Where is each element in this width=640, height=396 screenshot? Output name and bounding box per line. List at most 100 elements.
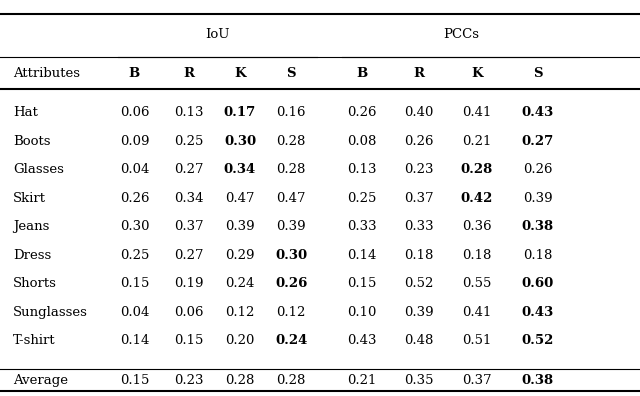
Text: Average: Average [13, 375, 68, 387]
Text: 0.42: 0.42 [461, 192, 493, 205]
Text: Sunglasses: Sunglasses [13, 306, 88, 319]
Text: 0.27: 0.27 [522, 135, 554, 148]
Text: 0.27: 0.27 [174, 249, 204, 262]
Text: 0.39: 0.39 [225, 221, 255, 233]
Text: 0.30: 0.30 [224, 135, 256, 148]
Text: Hat: Hat [13, 107, 38, 119]
Text: 0.26: 0.26 [275, 278, 307, 290]
Text: Boots: Boots [13, 135, 51, 148]
Text: 0.15: 0.15 [120, 278, 149, 290]
Text: T-shirt: T-shirt [13, 335, 56, 347]
Text: 0.06: 0.06 [174, 306, 204, 319]
Text: 0.28: 0.28 [225, 375, 255, 387]
Text: 0.20: 0.20 [225, 335, 255, 347]
Text: B: B [129, 67, 140, 80]
Text: 0.39: 0.39 [276, 221, 306, 233]
Text: 0.28: 0.28 [276, 164, 306, 176]
Text: 0.26: 0.26 [347, 107, 376, 119]
Text: 0.12: 0.12 [225, 306, 255, 319]
Text: 0.43: 0.43 [347, 335, 376, 347]
Text: 0.09: 0.09 [120, 135, 149, 148]
Text: K: K [471, 67, 483, 80]
Text: 0.37: 0.37 [174, 221, 204, 233]
Text: K: K [234, 67, 246, 80]
Text: 0.41: 0.41 [462, 306, 492, 319]
Text: 0.14: 0.14 [347, 249, 376, 262]
Text: 0.06: 0.06 [120, 107, 149, 119]
Text: Shorts: Shorts [13, 278, 57, 290]
Text: 0.25: 0.25 [174, 135, 204, 148]
Text: PCCs: PCCs [443, 29, 479, 41]
Text: 0.17: 0.17 [224, 107, 256, 119]
Text: Attributes: Attributes [13, 67, 80, 80]
Text: S: S [533, 67, 542, 80]
Text: 0.29: 0.29 [225, 249, 255, 262]
Text: 0.52: 0.52 [404, 278, 434, 290]
Text: 0.33: 0.33 [347, 221, 376, 233]
Text: 0.34: 0.34 [174, 192, 204, 205]
Text: 0.28: 0.28 [276, 135, 306, 148]
Text: 0.28: 0.28 [461, 164, 493, 176]
Text: 0.23: 0.23 [174, 375, 204, 387]
Text: Dress: Dress [13, 249, 51, 262]
Text: 0.26: 0.26 [404, 135, 434, 148]
Text: 0.43: 0.43 [522, 107, 554, 119]
Text: 0.16: 0.16 [276, 107, 306, 119]
Text: 0.35: 0.35 [404, 375, 434, 387]
Text: 0.13: 0.13 [347, 164, 376, 176]
Text: 0.10: 0.10 [347, 306, 376, 319]
Text: 0.51: 0.51 [462, 335, 492, 347]
Text: B: B [356, 67, 367, 80]
Text: 0.18: 0.18 [404, 249, 434, 262]
Text: 0.30: 0.30 [275, 249, 307, 262]
Text: 0.13: 0.13 [174, 107, 204, 119]
Text: 0.18: 0.18 [523, 249, 552, 262]
Text: 0.41: 0.41 [462, 107, 492, 119]
Text: 0.33: 0.33 [404, 221, 434, 233]
Text: IoU: IoU [205, 29, 230, 41]
Text: 0.04: 0.04 [120, 306, 149, 319]
Text: 0.38: 0.38 [522, 375, 554, 387]
Text: 0.55: 0.55 [462, 278, 492, 290]
Text: Jeans: Jeans [13, 221, 49, 233]
Text: 0.34: 0.34 [224, 164, 256, 176]
Text: 0.26: 0.26 [523, 164, 552, 176]
Text: 0.08: 0.08 [347, 135, 376, 148]
Text: Glasses: Glasses [13, 164, 63, 176]
Text: R: R [183, 67, 195, 80]
Text: 0.39: 0.39 [404, 306, 434, 319]
Text: 0.37: 0.37 [404, 192, 434, 205]
Text: 0.15: 0.15 [174, 335, 204, 347]
Text: 0.24: 0.24 [275, 335, 307, 347]
Text: 0.12: 0.12 [276, 306, 306, 319]
Text: 0.60: 0.60 [522, 278, 554, 290]
Text: 0.28: 0.28 [276, 375, 306, 387]
Text: 0.26: 0.26 [120, 192, 149, 205]
Text: 0.47: 0.47 [276, 192, 306, 205]
Text: 0.47: 0.47 [225, 192, 255, 205]
Text: 0.27: 0.27 [174, 164, 204, 176]
Text: 0.36: 0.36 [462, 221, 492, 233]
Text: 0.40: 0.40 [404, 107, 434, 119]
Text: 0.24: 0.24 [225, 278, 255, 290]
Text: 0.52: 0.52 [522, 335, 554, 347]
Text: 0.43: 0.43 [522, 306, 554, 319]
Text: 0.25: 0.25 [347, 192, 376, 205]
Text: 0.37: 0.37 [462, 375, 492, 387]
Text: 0.15: 0.15 [347, 278, 376, 290]
Text: 0.19: 0.19 [174, 278, 204, 290]
Text: 0.15: 0.15 [120, 375, 149, 387]
Text: 0.21: 0.21 [347, 375, 376, 387]
Text: 0.04: 0.04 [120, 164, 149, 176]
Text: R: R [413, 67, 425, 80]
Text: 0.38: 0.38 [522, 221, 554, 233]
Text: 0.48: 0.48 [404, 335, 434, 347]
Text: 0.23: 0.23 [404, 164, 434, 176]
Text: 0.21: 0.21 [462, 135, 492, 148]
Text: 0.39: 0.39 [523, 192, 552, 205]
Text: 0.14: 0.14 [120, 335, 149, 347]
Text: 0.25: 0.25 [120, 249, 149, 262]
Text: S: S [287, 67, 296, 80]
Text: Skirt: Skirt [13, 192, 46, 205]
Text: 0.18: 0.18 [462, 249, 492, 262]
